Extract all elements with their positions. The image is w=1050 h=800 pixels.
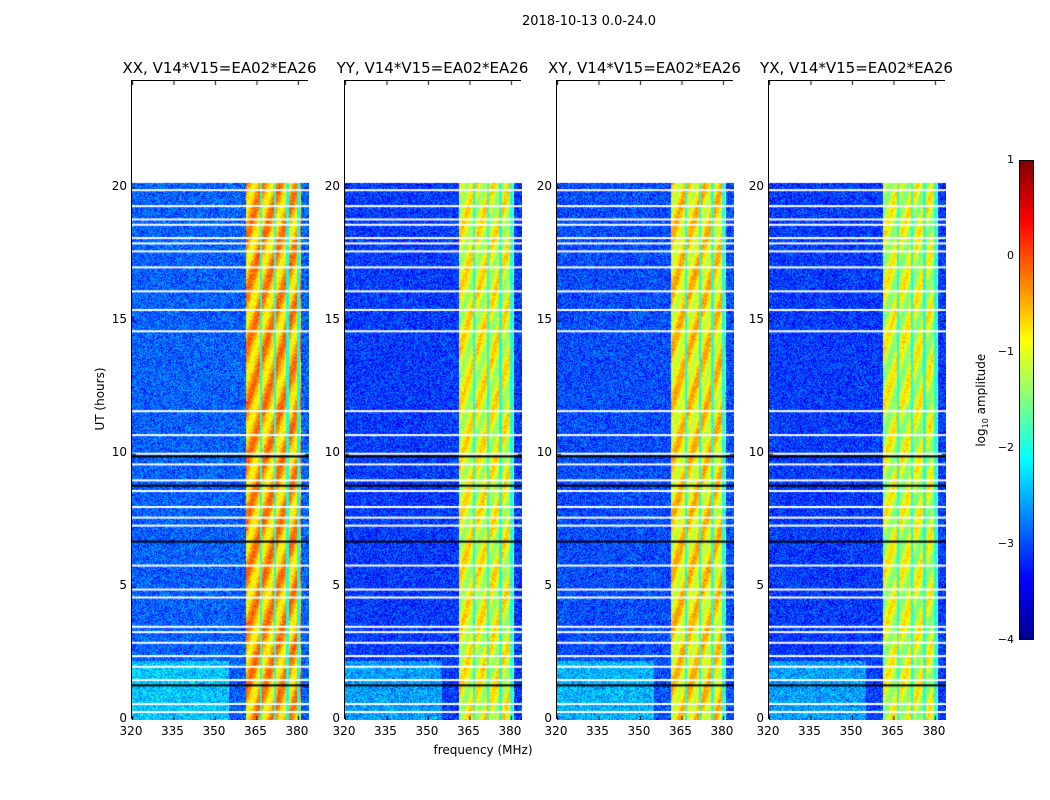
colorbar-tick-label: −1 <box>997 345 1014 358</box>
x-tick-label: 350 <box>627 724 651 738</box>
x-tick-label: 350 <box>202 724 226 738</box>
y-tick-label: 20 <box>111 178 127 193</box>
x-tick-label: 320 <box>544 724 568 738</box>
y-tick-label: 0 <box>544 711 552 725</box>
colorbar-tick-label: 0 <box>1007 249 1014 262</box>
x-axis-label: frequency (MHz) <box>433 743 533 757</box>
panel-title: XY, V14*V15=EA02*EA26 <box>548 59 741 77</box>
x-tick-label: 335 <box>586 724 609 738</box>
colorbar-label: log10 amplitude <box>973 353 991 447</box>
heatmap-panel <box>556 80 734 720</box>
x-tick-label: 350 <box>839 724 863 738</box>
heatmap-image <box>345 81 522 720</box>
x-tick-label: 335 <box>798 724 821 738</box>
colorbar-tick-label: −3 <box>997 537 1014 550</box>
heatmap-panel <box>768 80 946 720</box>
x-tick-label: 380 <box>285 724 309 738</box>
x-tick-label: 380 <box>922 724 946 738</box>
x-tick-label: 380 <box>498 724 522 738</box>
colorbar <box>1019 160 1034 640</box>
x-tick-label: 365 <box>244 724 267 738</box>
heatmap-panel <box>131 80 309 720</box>
x-tick-label: 365 <box>881 724 904 738</box>
x-tick-label: 320 <box>119 724 143 738</box>
heatmap-panel <box>344 80 522 720</box>
y-tick-label: 0 <box>119 711 127 725</box>
y-tick-label: 0 <box>332 711 340 725</box>
y-tick-label: 20 <box>324 178 340 193</box>
y-tick-label: 0 <box>756 711 764 725</box>
y-tick-label: 15 <box>324 311 340 326</box>
y-tick-label: 15 <box>111 311 127 326</box>
y-tick-label: 20 <box>536 178 552 193</box>
y-tick-label: 5 <box>119 577 127 592</box>
y-tick-label: 10 <box>324 444 340 459</box>
panel-title: YY, V14*V15=EA02*EA26 <box>336 59 529 77</box>
y-axis-label: UT (hours) <box>93 367 107 431</box>
x-tick-label: 350 <box>415 724 439 738</box>
y-tick-label: 10 <box>536 444 552 459</box>
colorbar-tick-label: −2 <box>997 441 1014 454</box>
heatmap-image <box>769 81 946 720</box>
figure-title: 2018-10-13 0.0-24.0 <box>522 14 656 29</box>
panel-title: YX, V14*V15=EA02*EA26 <box>760 59 953 77</box>
x-tick-label: 380 <box>710 724 734 738</box>
x-tick-label: 365 <box>669 724 692 738</box>
x-tick-label: 365 <box>457 724 480 738</box>
x-tick-label: 335 <box>161 724 184 738</box>
y-tick-label: 5 <box>332 577 340 592</box>
y-tick-label: 15 <box>536 311 552 326</box>
heatmap-image <box>557 81 734 720</box>
x-tick-label: 320 <box>756 724 780 738</box>
y-tick-label: 15 <box>748 311 764 326</box>
y-tick-label: 20 <box>748 178 764 193</box>
colorbar-tick-label: −4 <box>997 633 1014 646</box>
panel-title: XX, V14*V15=EA02*EA26 <box>122 59 317 77</box>
y-tick-label: 5 <box>544 577 552 592</box>
heatmap-image <box>132 81 309 720</box>
x-tick-label: 335 <box>374 724 397 738</box>
y-tick-label: 5 <box>756 577 764 592</box>
y-tick-label: 10 <box>748 444 764 459</box>
y-tick-label: 10 <box>111 444 127 459</box>
x-tick-label: 320 <box>332 724 356 738</box>
colorbar-tick-label: 1 <box>1007 153 1014 166</box>
